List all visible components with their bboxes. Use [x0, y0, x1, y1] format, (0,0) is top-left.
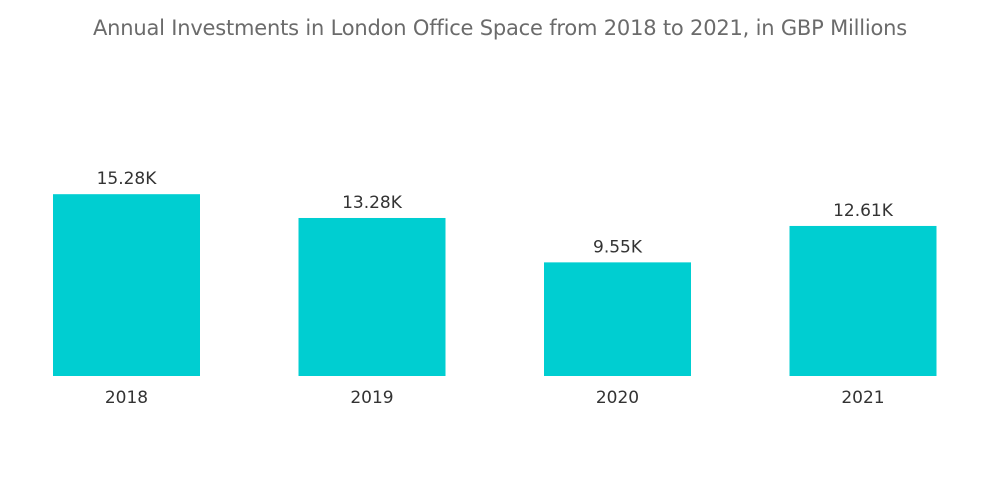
x-tick-label-2018: 2018	[105, 388, 148, 408]
bar-2021	[789, 225, 937, 376]
data-label-2020: 9.55K	[593, 237, 643, 257]
data-labels-group: 15.28K 13.28K 9.55K 12.61K	[97, 169, 894, 257]
bars-group	[53, 194, 937, 376]
bar-2020	[544, 262, 691, 376]
x-tick-label-2020: 2020	[596, 388, 639, 408]
data-label-2021: 12.61K	[833, 201, 894, 221]
x-tick-label-2019: 2019	[350, 388, 393, 408]
bar-2019	[298, 217, 446, 376]
x-axis-ticks: 2018 2019 2020 2021	[105, 388, 885, 408]
chart-title: Annual Investments in London Office Spac…	[92, 16, 908, 40]
bar-2018	[53, 194, 200, 376]
x-tick-label-2021: 2021	[841, 388, 884, 408]
data-label-2019: 13.28K	[342, 193, 403, 213]
data-label-2018: 15.28K	[97, 169, 158, 189]
